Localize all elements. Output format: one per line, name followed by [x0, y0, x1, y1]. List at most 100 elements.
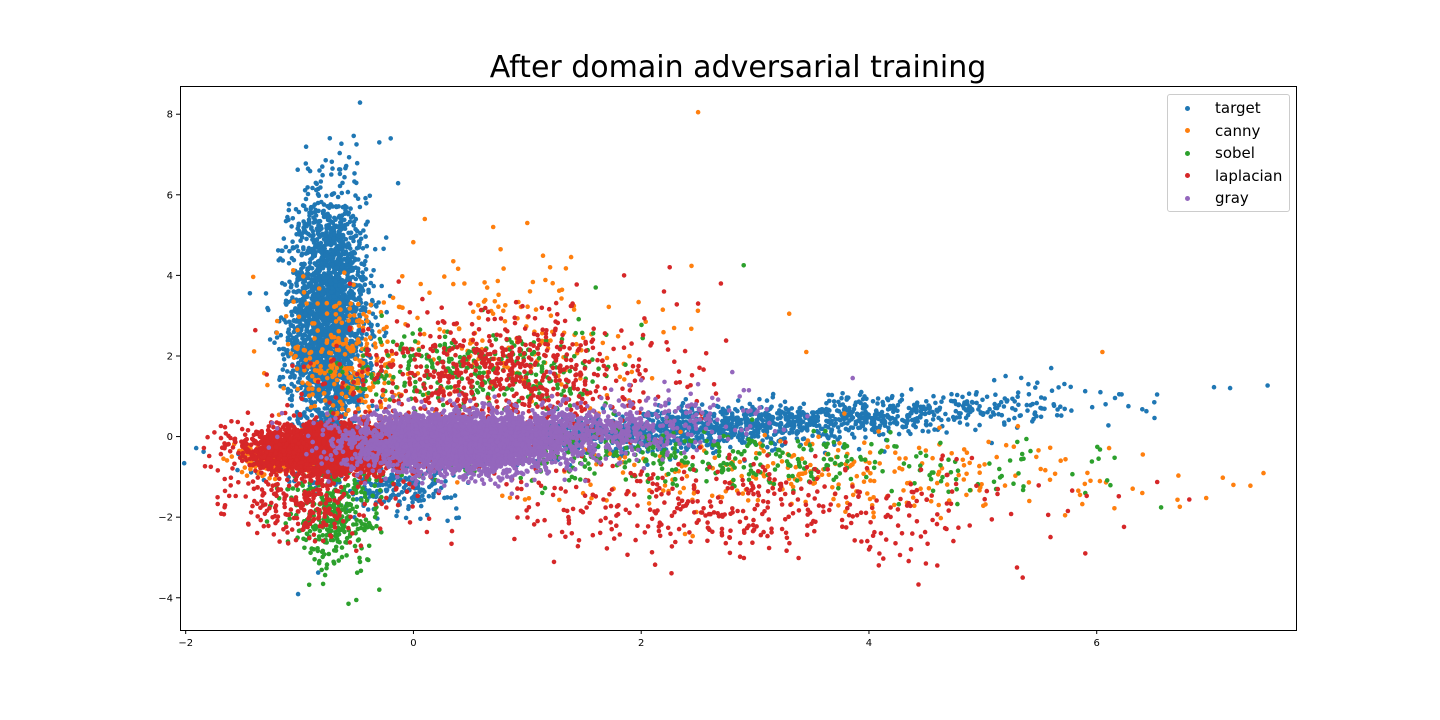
point-target [310, 237, 315, 242]
point-target [302, 261, 307, 267]
point-target [333, 278, 338, 284]
point-canny [339, 391, 345, 397]
point-target [954, 392, 960, 398]
point-target [364, 301, 369, 307]
point-target [808, 419, 814, 424]
point-target [896, 431, 902, 437]
point-target [326, 270, 331, 275]
point-canny [317, 368, 323, 373]
point-target [311, 220, 316, 225]
point-target [282, 282, 288, 287]
point-target [369, 273, 374, 279]
point-target [369, 328, 375, 334]
point-target [757, 413, 762, 419]
point-target [368, 280, 374, 286]
point-target [1030, 401, 1035, 407]
point-target [998, 399, 1004, 405]
point-target [452, 493, 458, 498]
point-canny [347, 313, 353, 319]
point-target [316, 337, 322, 343]
point-target [320, 172, 325, 178]
point-target [395, 180, 401, 186]
point-target [288, 374, 293, 380]
point-target [346, 242, 351, 248]
point-target [297, 307, 303, 313]
point-target [346, 256, 351, 261]
point-target [278, 315, 284, 320]
point-target [923, 407, 928, 412]
point-canny [301, 274, 306, 279]
point-target [318, 240, 324, 246]
point-target [992, 401, 997, 407]
point-target [311, 215, 316, 220]
point-target [778, 403, 783, 408]
point-target [763, 410, 768, 416]
point-target [1062, 381, 1067, 387]
point-target [875, 396, 881, 401]
point-target [290, 368, 296, 373]
point-target [322, 333, 327, 338]
point-target [321, 271, 327, 276]
point-target [341, 299, 346, 305]
point-target [837, 434, 842, 440]
point-target [329, 262, 335, 267]
point-target [1010, 406, 1015, 411]
point-target [355, 272, 361, 278]
point-target [310, 285, 315, 290]
point-target [1025, 408, 1030, 413]
point-target [311, 249, 316, 255]
point-target [798, 420, 804, 425]
point-target [884, 396, 890, 401]
point-target [343, 325, 348, 331]
point-target [305, 191, 311, 197]
point-canny [294, 366, 300, 372]
point-target [366, 289, 371, 295]
point-target [1030, 419, 1035, 424]
point-target [286, 330, 292, 336]
point-target [352, 256, 357, 261]
point-target [301, 295, 307, 300]
point-target [307, 213, 312, 218]
point-target [394, 513, 399, 519]
point-target [354, 160, 360, 166]
point-target [321, 353, 327, 359]
point-target [953, 408, 959, 414]
point-target [326, 217, 331, 223]
point-target [810, 433, 815, 439]
point-target [454, 506, 459, 511]
point-target [1026, 381, 1031, 387]
point-target [278, 332, 284, 338]
point-target [855, 412, 860, 418]
point-target [289, 312, 295, 318]
point-target [1059, 413, 1064, 418]
point-target [289, 224, 294, 229]
point-target [330, 166, 335, 171]
point-target [308, 257, 313, 262]
point-target [456, 515, 462, 520]
point-target [340, 180, 345, 186]
point-target [302, 311, 308, 317]
point-target [376, 300, 381, 305]
point-target [828, 421, 834, 427]
point-target [357, 204, 363, 210]
point-target [390, 492, 396, 497]
point-canny [324, 300, 330, 306]
point-target [286, 261, 292, 266]
point-target [943, 411, 948, 417]
point-target [308, 340, 314, 345]
point-target [1227, 385, 1233, 391]
point-target [403, 515, 409, 521]
point-canny [333, 312, 339, 317]
point-target [860, 396, 866, 402]
point-target [329, 159, 335, 165]
point-target [326, 390, 331, 396]
point-target [977, 404, 982, 409]
point-canny [242, 465, 248, 470]
point-target [1112, 395, 1118, 401]
point-target [990, 410, 996, 415]
point-target [336, 252, 341, 258]
point-target [309, 413, 315, 418]
point-canny [288, 351, 294, 356]
point-target [314, 313, 319, 319]
